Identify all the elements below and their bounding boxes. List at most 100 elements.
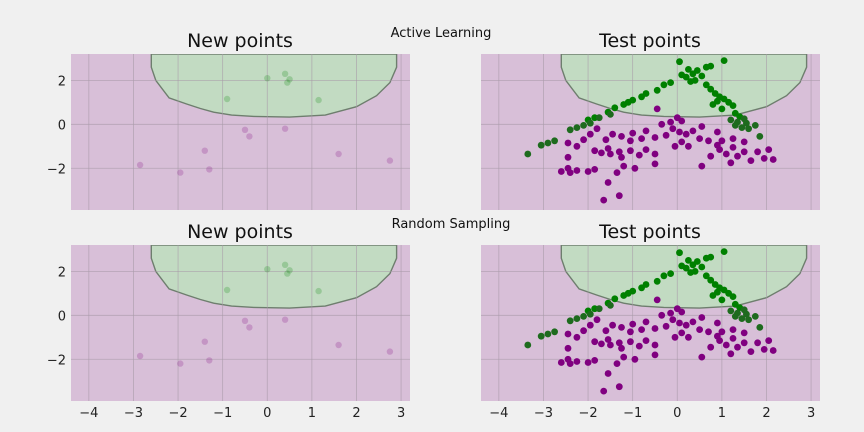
- panel-title-active-test-points: Test points: [598, 30, 701, 52]
- random-test-point-93: [627, 328, 634, 336]
- random-test-point-80: [760, 346, 768, 353]
- active-test-point-107: [642, 146, 650, 154]
- random-new-y-tick-label-1: 0: [58, 309, 66, 324]
- random-test-point-86: [729, 326, 737, 333]
- active-test-point-100: [573, 142, 581, 150]
- active-test-point-40: [745, 125, 752, 133]
- random-new-point-14: [386, 348, 394, 355]
- random-test-point-90: [642, 318, 650, 326]
- random-test-point-116: [591, 357, 599, 364]
- random-new-x-tick-label-2: −2: [168, 406, 187, 421]
- active-test-point-88: [714, 141, 721, 149]
- active-test-point-47: [580, 122, 587, 129]
- random-test-x-tick-label-4: 0: [673, 406, 681, 421]
- random-test-point-100: [573, 333, 581, 341]
- random-new-x-tick-label-5: 1: [308, 406, 316, 421]
- active-test-point-66: [698, 123, 706, 130]
- active-test-point-121: [566, 169, 574, 177]
- active-test-point-41: [751, 122, 759, 129]
- subplot-random-new-points: −4 −3 −2 −1 0 1 2 3 −2 0 2: [47, 245, 410, 421]
- active-test-point-0: [676, 58, 683, 66]
- active-test-point-95: [609, 130, 616, 138]
- random-test-point-14: [653, 277, 661, 285]
- active-test-point-90: [642, 127, 650, 135]
- active-test-point-58: [678, 117, 686, 125]
- random-test-point-115: [613, 360, 621, 367]
- random-test-point-62: [682, 321, 690, 329]
- random-test-point-50: [551, 328, 558, 336]
- active-test-point-44: [731, 122, 739, 129]
- active-test-point-25: [707, 85, 715, 93]
- active-test-point-87: [740, 138, 748, 146]
- random-new-point-5: [315, 287, 322, 295]
- active-test-point-71: [714, 128, 721, 136]
- active-new-point-2: [286, 76, 293, 83]
- random-test-point-124: [600, 387, 608, 395]
- random-test-point-53: [524, 341, 532, 349]
- active-test-point-65: [696, 135, 703, 143]
- random-test-point-81: [765, 337, 773, 344]
- random-test-point-122: [604, 370, 612, 377]
- random-test-point-83: [727, 350, 735, 358]
- active-test-point-55: [653, 105, 661, 113]
- random-test-point-42: [740, 306, 748, 314]
- random-new-point-1: [281, 261, 289, 268]
- panel-title-random-test-points: Test points: [598, 221, 701, 243]
- active-test-point-74: [722, 150, 730, 158]
- random-new-x-tick-label-7: 3: [397, 406, 405, 421]
- active-test-point-60: [669, 125, 677, 133]
- random-test-point-44: [731, 313, 739, 320]
- random-test-point-39: [738, 315, 746, 322]
- active-test-point-39: [738, 124, 746, 131]
- active-test-point-110: [607, 150, 614, 158]
- random-test-point-111: [598, 340, 605, 348]
- active-test-point-84: [698, 162, 706, 170]
- active-new-point-4: [223, 95, 231, 103]
- random-test-point-74: [722, 341, 730, 349]
- random-test-point-64: [662, 322, 670, 330]
- active-test-point-94: [618, 133, 625, 140]
- random-new-x-tick-label-4: 0: [263, 406, 271, 421]
- random-test-point-1: [685, 257, 692, 264]
- active-test-point-125: [651, 160, 659, 168]
- active-new-y-tick-label-1: 0: [58, 118, 66, 133]
- random-test-point-82: [769, 347, 777, 354]
- panel-title-random-new-points: New points: [187, 221, 293, 243]
- random-test-point-113: [620, 353, 628, 361]
- random-test-point-114: [631, 355, 639, 363]
- active-test-point-56: [667, 118, 674, 126]
- random-new-point-12: [136, 352, 144, 360]
- random-test-point-66: [698, 314, 706, 321]
- active-test-point-24: [702, 81, 710, 89]
- random-test-point-6: [689, 261, 697, 269]
- random-test-point-58: [678, 308, 686, 316]
- active-test-point-11: [678, 71, 686, 79]
- active-test-point-123: [615, 192, 623, 200]
- active-test-point-108: [651, 150, 659, 158]
- random-test-point-59: [658, 311, 666, 319]
- random-test-point-43: [756, 324, 764, 331]
- random-new-x-tick-label-0: −4: [79, 406, 98, 421]
- random-new-x-tick-label-3: −1: [213, 406, 232, 421]
- random-test-point-79: [754, 339, 761, 347]
- active-test-point-122: [604, 179, 612, 186]
- active-test-point-5: [720, 57, 728, 64]
- active-test-point-46: [586, 119, 594, 127]
- active-test-point-14: [653, 86, 661, 94]
- active-test-point-68: [671, 142, 679, 150]
- panel-title-active-new-points: New points: [187, 30, 293, 52]
- active-test-point-45: [595, 114, 603, 122]
- random-test-point-31: [718, 296, 726, 304]
- active-test-point-16: [638, 93, 645, 101]
- random-test-point-103: [604, 336, 612, 343]
- active-test-point-83: [727, 159, 735, 167]
- active-test-point-19: [620, 101, 628, 108]
- active-test-point-103: [604, 145, 612, 152]
- random-new-point-3: [284, 270, 291, 277]
- active-test-point-76: [734, 152, 741, 160]
- random-test-point-105: [627, 338, 634, 346]
- random-test-point-55: [653, 296, 661, 304]
- active-test-point-101: [564, 139, 572, 147]
- active-test-point-120: [557, 168, 565, 175]
